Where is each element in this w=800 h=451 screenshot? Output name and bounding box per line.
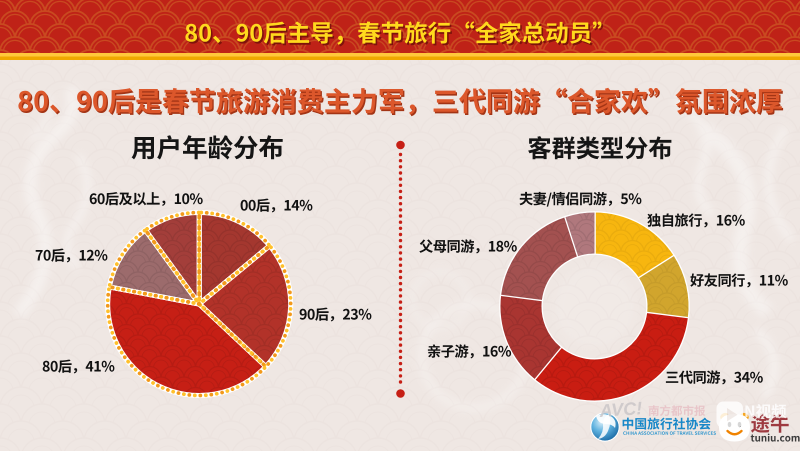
svg-text:AVC!: AVC! [598,398,643,421]
